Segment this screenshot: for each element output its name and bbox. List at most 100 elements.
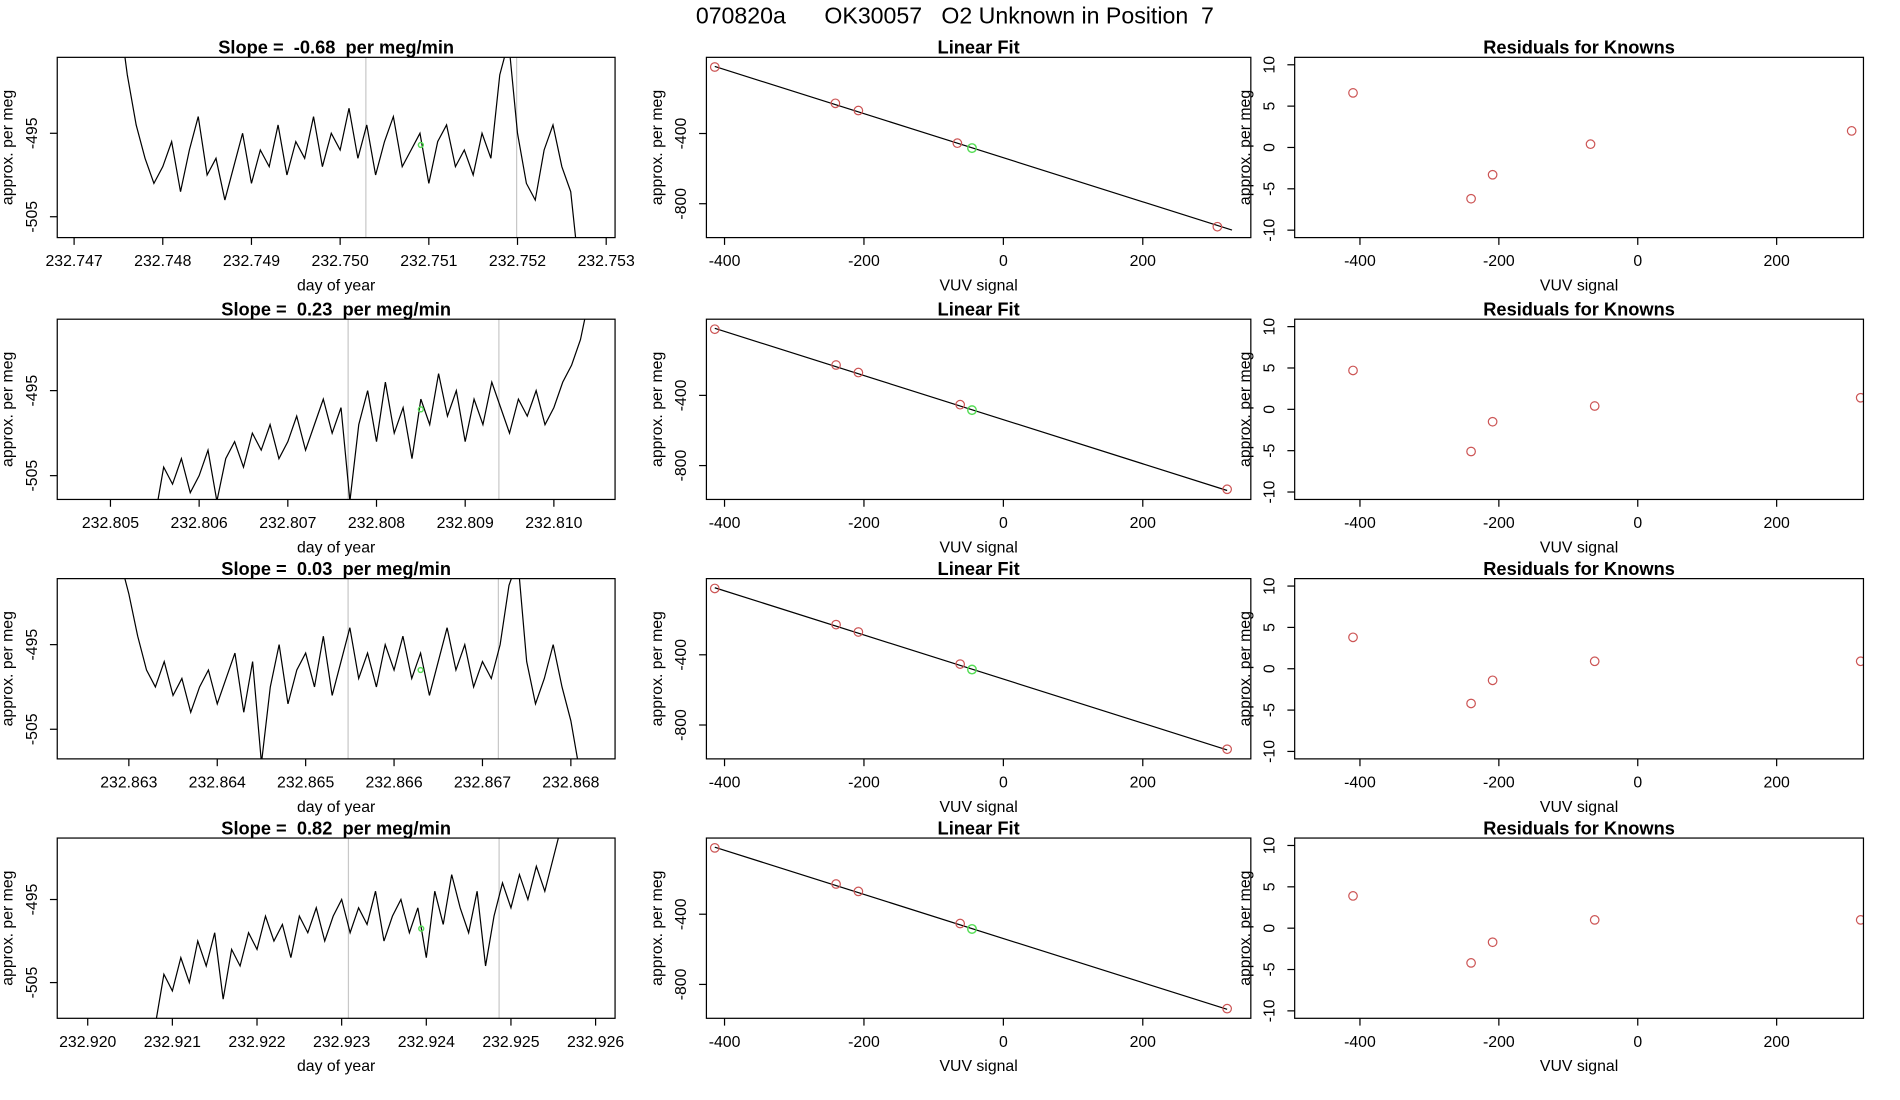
y-tick-label: -400 [673, 117, 690, 149]
point [1589, 401, 1600, 411]
plot-frame [1294, 578, 1865, 760]
x-tick-label: 232.923 [313, 1034, 370, 1051]
y-tick-label: -5 [1262, 443, 1279, 457]
point [955, 659, 966, 669]
y-tick-label: 10 [1262, 318, 1279, 336]
point [1212, 221, 1223, 232]
panel: Slope = 0.82 per meg/min day of year appro… [0, 817, 624, 1075]
x-tick-label: 232.753 [578, 253, 635, 270]
x-tick-label: 200 [1763, 1034, 1790, 1051]
x-tick-label: 232.924 [398, 1034, 455, 1051]
point [831, 619, 841, 630]
panel: Residuals for Knowns VUV signal approx. pe… [1237, 299, 1865, 556]
x-tick-label: -400 [1344, 253, 1376, 270]
y-axis-label: approx. per meg [649, 352, 666, 467]
point [709, 62, 720, 72]
plot-frame [56, 837, 616, 1019]
point [1222, 744, 1233, 755]
panel-title: Linear Fit [938, 817, 1020, 838]
plot-frame [705, 837, 1252, 1019]
y-tick-label: -505 [24, 713, 41, 745]
panel: Residuals for Knowns VUV signal approx. pe… [1237, 37, 1865, 295]
y-tick-label: -10 [1262, 219, 1279, 242]
x-tick-label: -200 [848, 1034, 880, 1051]
point [831, 879, 841, 889]
panel: Residuals for Knowns VUV signal approx. pe… [1237, 558, 1865, 816]
x-tick-label: -400 [709, 515, 741, 532]
plot-area [157, 319, 586, 500]
y-tick-label: 5 [1262, 102, 1279, 111]
y-axis-label: approx. per meg [0, 871, 17, 986]
plot-area [1348, 632, 1864, 709]
x-tick-label: 200 [1763, 774, 1790, 791]
x-tick-label: 0 [1633, 774, 1642, 791]
y-tick-label: -5 [1262, 962, 1279, 976]
x-tick-label: 0 [999, 1034, 1008, 1051]
point [830, 98, 841, 109]
fit-line [714, 65, 1233, 231]
figure-title: 070820a OK30057 O2 Unknown in Position 7 [696, 2, 1214, 28]
x-axis-label: day of year [297, 1058, 376, 1075]
plot-frame [1294, 318, 1865, 501]
unknown-point [967, 143, 977, 154]
x-tick-label: -400 [709, 1034, 741, 1051]
point [1589, 915, 1600, 925]
x-tick-label: -400 [1344, 1034, 1376, 1051]
point [1846, 126, 1857, 136]
plot-area [1348, 891, 1864, 968]
y-tick-label: -5 [1262, 182, 1279, 196]
x-tick-label: 232.749 [223, 253, 280, 270]
series-line [124, 57, 577, 238]
x-tick-label: 232.925 [482, 1034, 539, 1051]
y-tick-label: 5 [1262, 882, 1279, 891]
x-tick-label: 0 [999, 774, 1008, 791]
panel: Slope = -0.68 per meg/min day of year appr… [0, 37, 635, 295]
point [853, 367, 864, 378]
plot-area [155, 838, 559, 1019]
x-axis-label: VUV signal [1540, 799, 1618, 816]
x-tick-label: 232.922 [228, 1034, 285, 1051]
point [1222, 484, 1233, 495]
x-tick-label: -400 [709, 774, 741, 791]
point [1487, 416, 1498, 427]
plot-area [709, 62, 1233, 232]
y-axis-label: approx. per meg [1237, 352, 1254, 467]
y-tick-label: -505 [24, 967, 41, 999]
panel-title: Residuals for Knowns [1483, 558, 1675, 579]
point [853, 105, 864, 116]
y-tick-label: -400 [673, 379, 690, 411]
x-tick-label: 232.810 [525, 515, 582, 532]
series-line [157, 319, 586, 500]
point [1222, 1003, 1233, 1014]
x-axis-label: day of year [297, 539, 376, 556]
x-tick-label: 0 [999, 515, 1008, 532]
x-tick-label: 232.808 [348, 515, 405, 532]
x-tick-label: 200 [1130, 253, 1157, 270]
unknown-point [417, 406, 425, 413]
x-tick-label: 232.751 [400, 253, 457, 270]
y-tick-label: -800 [673, 709, 690, 741]
y-tick-label: -800 [673, 968, 690, 1000]
y-tick-label: -495 [24, 375, 41, 407]
unknown-point [967, 405, 977, 416]
y-tick-label: -400 [673, 639, 690, 671]
x-tick-label: -400 [1344, 515, 1376, 532]
point [1466, 446, 1476, 457]
x-axis-label: VUV signal [939, 1058, 1017, 1075]
x-tick-label: -400 [709, 253, 741, 270]
x-tick-label: 0 [1633, 253, 1642, 270]
y-tick-label: 5 [1262, 623, 1279, 632]
point [1487, 937, 1498, 948]
x-tick-label: 232.865 [277, 774, 334, 791]
x-axis-label: day of year [297, 799, 376, 816]
y-tick-label: 10 [1262, 577, 1279, 595]
y-axis-label: approx. per meg [0, 611, 17, 726]
x-tick-label: 232.868 [542, 774, 599, 791]
x-axis-label: VUV signal [939, 799, 1017, 816]
x-tick-label: 232.806 [171, 515, 228, 532]
plot-frame [1294, 56, 1865, 239]
plot-area [124, 578, 579, 759]
x-axis-label: VUV signal [1540, 539, 1618, 556]
